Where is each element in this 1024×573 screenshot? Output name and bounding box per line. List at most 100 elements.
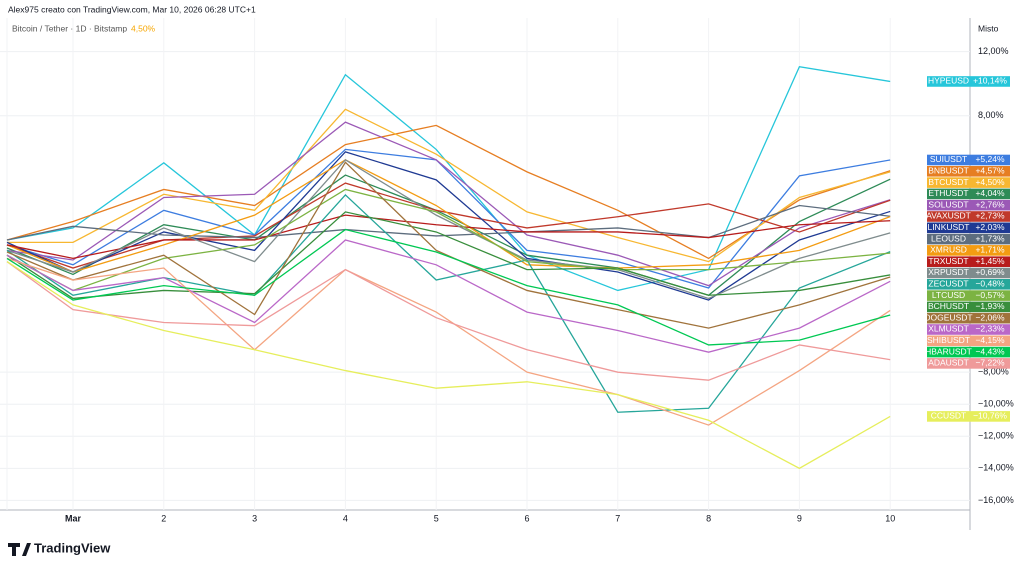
series-line	[6, 214, 891, 260]
price-label: HYPEUSD +10,14%	[927, 76, 1010, 87]
label-value-box	[970, 188, 1010, 200]
label-value-box	[970, 256, 1010, 267]
price-label: BCHUSDT −1,93%	[927, 301, 1010, 313]
data-label: +0,69%	[975, 267, 1005, 277]
label-value-box	[970, 290, 1010, 301]
label-name-box	[927, 290, 970, 301]
label-value-box	[970, 245, 1010, 256]
price-label: TRXUSDT +1,45%	[927, 256, 1010, 267]
data-label: −2,33%	[975, 324, 1005, 334]
label-name-box	[927, 188, 970, 200]
y-tick-label: 12,00%	[978, 46, 1009, 56]
price-label: SUIUSDT +5,24%	[927, 154, 1010, 166]
label-name-box	[927, 211, 970, 222]
legend-name: LINKUSDT	[927, 222, 969, 232]
series-line	[6, 124, 891, 260]
price-label: BNBUSDT +4,57%	[927, 166, 1010, 177]
series-line	[6, 239, 891, 353]
x-tick-label: 6	[524, 513, 529, 523]
label-name-box	[927, 165, 970, 177]
price-label: XLMUSDT −2,33%	[927, 324, 1010, 335]
data-label: +10,14%	[973, 76, 1007, 86]
price-label: LTCUSD −0,57%	[927, 290, 1010, 301]
legend-name: BTCUSDT	[928, 177, 968, 187]
subtitle-value: 4,50%	[131, 23, 156, 33]
label-value-box	[970, 335, 1010, 347]
series-line	[6, 188, 891, 292]
brand: TradingView	[34, 540, 111, 555]
label-name-box	[927, 346, 970, 358]
legend-name: SHIBUSDT	[927, 335, 970, 345]
y-tick-label: −14,00%	[978, 463, 1014, 473]
data-label: +2,03%	[975, 222, 1005, 232]
legend-name: SOLUSDT	[928, 199, 968, 209]
chart-title: Alex975 creato con TradingView.com, Mar …	[8, 4, 256, 14]
price-label: AVAXUSDT +2,73%	[926, 211, 1010, 222]
label-name-box	[927, 411, 970, 422]
data-label: +1,71%	[975, 245, 1005, 255]
series-line	[6, 161, 891, 329]
label-name-box	[927, 358, 970, 369]
label-name-box	[927, 278, 970, 290]
legend-name: ZECUSDT	[928, 279, 968, 289]
series-line	[6, 257, 891, 426]
price-label: SHIBUSDT −4,15%	[927, 335, 1010, 347]
y-tick-label: −12,00%	[978, 431, 1014, 441]
label-value-box	[970, 358, 1010, 369]
legend-name: XMRUSD	[930, 245, 967, 255]
legend-name: BNBUSDT	[928, 166, 969, 176]
label-name-box	[927, 199, 970, 211]
legend-name: HBARUSDT	[925, 346, 972, 356]
series-line	[7, 108, 891, 263]
price-label: ZECUSDT −0,48%	[927, 279, 1010, 290]
label-value-box	[970, 346, 1010, 358]
x-tick-label: 10	[885, 513, 895, 523]
label-value-box	[970, 165, 1010, 177]
y-tick-label: −10,00%	[978, 399, 1014, 409]
legend-name: ETHUSDT	[928, 188, 968, 198]
x-tick-label: 8	[706, 513, 711, 523]
price-label: ETHUSDT +4,04%	[927, 188, 1010, 200]
label-value-box	[970, 177, 1010, 188]
legend-name: HYPEUSD	[928, 76, 969, 86]
price-label: XRPUSDT +0,69%	[927, 267, 1010, 279]
series-line	[6, 158, 891, 300]
legend-name: DOGEUSDT	[924, 312, 972, 322]
series-line	[6, 261, 891, 470]
data-label: −7,22%	[975, 358, 1005, 368]
brand-logo: TradingView	[8, 540, 111, 556]
x-tick-label: 2	[161, 513, 166, 523]
series-line	[6, 121, 891, 287]
label-name-box	[927, 233, 970, 245]
y-tick-label: 8,00%	[978, 110, 1004, 120]
label-value-box	[970, 233, 1010, 245]
data-label: +2,76%	[975, 199, 1005, 209]
grid	[0, 18, 970, 510]
series-line	[6, 65, 891, 292]
price-label: BTCUSDT +4,50%	[927, 177, 1010, 188]
axis-mode[interactable]: Misto	[978, 23, 999, 33]
label-name-box	[927, 177, 970, 188]
price-label: LINKUSDT +2,03%	[927, 222, 1010, 234]
series-line	[6, 261, 891, 381]
label-name-box	[927, 154, 970, 166]
legend-name: LTCUSD	[932, 290, 965, 300]
price-label: HBARUSDT −4,43%	[925, 346, 1010, 358]
data-label: −0,57%	[975, 290, 1005, 300]
label-value-box	[970, 312, 1010, 324]
label-name-box	[927, 245, 970, 256]
label-value-box	[970, 211, 1010, 222]
price-label: ADAUSDT −7,22%	[927, 358, 1010, 369]
data-label: +2,73%	[975, 211, 1005, 221]
price-label: XMRUSD +1,71%	[927, 245, 1010, 256]
data-label: −2,06%	[975, 312, 1005, 322]
label-name-box	[927, 301, 970, 313]
label-value-box	[970, 222, 1010, 234]
label-value-box	[970, 324, 1010, 335]
series-line	[6, 151, 891, 301]
data-label: +4,57%	[975, 166, 1005, 176]
label-name-box	[927, 256, 970, 267]
chart-subtitle: Bitcoin / Tether · 1D · Bitstamp	[12, 23, 127, 33]
